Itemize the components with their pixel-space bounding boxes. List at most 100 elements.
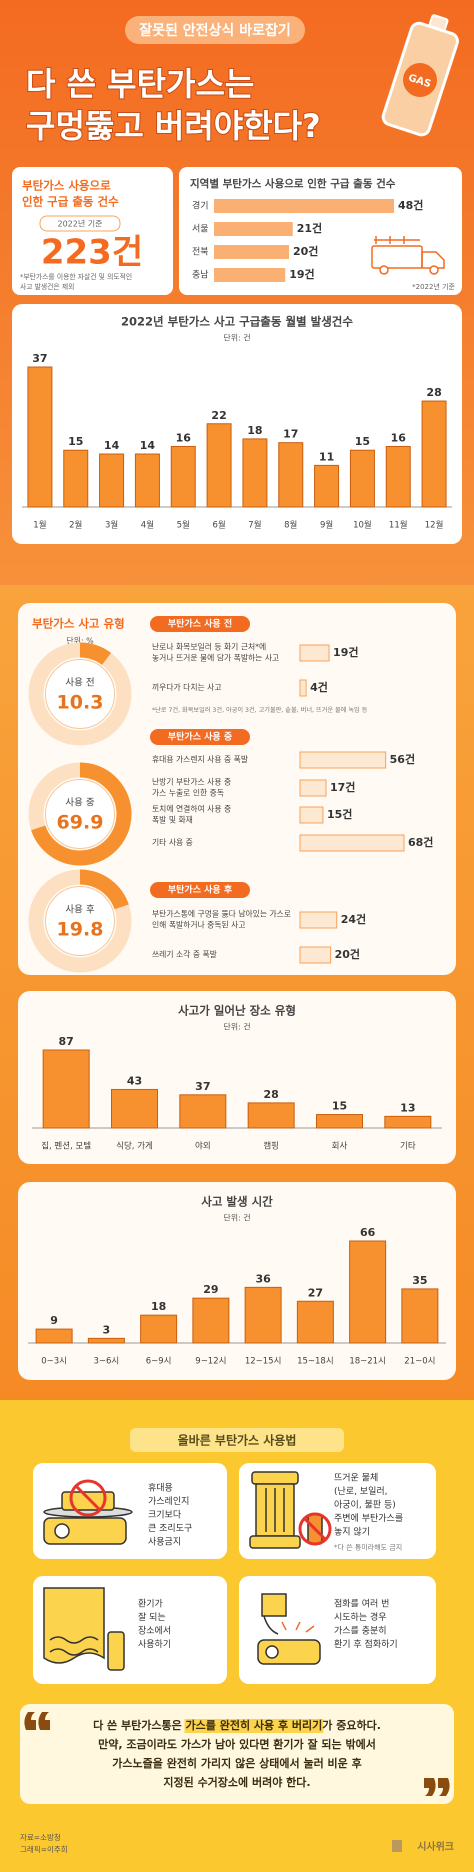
- unit-label: 단위: 건: [223, 333, 250, 343]
- bar: [179, 1094, 227, 1129]
- tip-text: 환기가: [138, 1598, 163, 1610]
- x-tick-label: 식당, 가게: [116, 1141, 153, 1152]
- tagline: 잘못된 안전상식 바로잡기: [139, 22, 290, 39]
- value-label: 15건: [327, 807, 352, 821]
- bar: [63, 449, 89, 508]
- value-label: 15: [332, 1100, 347, 1113]
- credit: 그래픽=이주희: [20, 1844, 68, 1854]
- x-tick-label: 1월: [33, 520, 46, 531]
- x-tick-label: 9월: [320, 520, 333, 531]
- category-label: 인해 폭발하거나 중독된 사고: [152, 920, 246, 930]
- tip-text: 가스를 충분히: [334, 1626, 387, 1637]
- highlight: [184, 1719, 324, 1733]
- chart-title: 2022년 부탄가스 사고 구급출동 월별 발생건수: [121, 315, 353, 329]
- x-tick-label: 5월: [177, 520, 190, 531]
- bar: [192, 1297, 230, 1344]
- tip-text: 크기보다: [148, 1510, 182, 1521]
- bar: [349, 449, 375, 508]
- x-tick-label: 2월: [69, 520, 82, 531]
- bar: [214, 245, 289, 259]
- category-label: 기타 사용 중: [152, 838, 193, 847]
- bar: [244, 1286, 282, 1344]
- summary-basis: 2022년 기준: [58, 219, 103, 229]
- value-label: 22: [211, 409, 226, 422]
- value-label: 43: [127, 1074, 142, 1087]
- quote-mark: [24, 1712, 50, 1730]
- unit-label: 단위: %: [66, 636, 94, 646]
- value-label: 27: [308, 1286, 323, 1299]
- bar: [299, 644, 330, 662]
- x-tick-label: 21~0시: [404, 1357, 435, 1367]
- summary-total: 223건: [41, 233, 143, 273]
- tip-text: 환기 후 점화하기: [334, 1638, 398, 1650]
- bar: [242, 438, 268, 508]
- tip-text: 가스레인지: [148, 1496, 189, 1507]
- bar: [299, 806, 324, 824]
- value-label: 20건: [293, 244, 318, 258]
- x-tick-label: 6~9시: [146, 1357, 172, 1367]
- x-tick-label: 0~3시: [41, 1357, 67, 1367]
- bar: [247, 1102, 295, 1129]
- category-label: 경기: [192, 200, 209, 212]
- bar: [299, 946, 332, 964]
- chart-note: *2022년 기준: [412, 282, 455, 291]
- summary-note: 사고 발생건은 제외: [20, 282, 74, 291]
- x-tick-label: 집, 펜션, 모텔: [41, 1141, 91, 1152]
- x-tick-label: 3~6시: [93, 1357, 119, 1367]
- donut-arc: [79, 869, 129, 910]
- summary-title: 인한 구급 출동 건수: [22, 195, 119, 209]
- x-tick-label: 12월: [425, 520, 444, 531]
- bar: [170, 445, 196, 508]
- value-label: 19건: [289, 267, 314, 281]
- group-header-bg: [150, 729, 250, 745]
- conclusion-text: 가 중요하다.: [322, 1718, 381, 1732]
- category-label: 놓거나 뜨거운 물에 담가 폭발하는 사고: [152, 653, 279, 663]
- bar: [384, 1115, 432, 1129]
- value-label: 16: [176, 431, 192, 444]
- tip-text: 사용하기: [138, 1639, 171, 1650]
- category-label: 부탄가스통에 구멍을 뚫다 남아있는 가스로: [152, 909, 291, 919]
- tip-illustration: [43, 1587, 125, 1671]
- category-label: 끼우다가 다치는 사고: [152, 683, 222, 692]
- basis-pill: [39, 215, 121, 232]
- title-line: 구멍뚫고 버려야한다?: [26, 107, 321, 145]
- x-tick-label: 회사: [332, 1142, 348, 1152]
- tips-title: 올바른 부탄가스 사용법: [178, 1433, 297, 1448]
- bar: [385, 445, 411, 508]
- bar: [99, 453, 125, 508]
- x-tick-label: 18~21시: [349, 1357, 386, 1367]
- donut-label: 사용 중: [65, 798, 94, 809]
- bar: [314, 464, 340, 508]
- bar: [134, 453, 160, 508]
- bar: [111, 1088, 158, 1129]
- gas-can-icon: GAS: [381, 14, 459, 137]
- category-label: 충남: [192, 270, 209, 281]
- bar: [214, 222, 293, 236]
- value-label: 3: [103, 1323, 111, 1336]
- bar: [35, 1328, 73, 1344]
- value-label: 24건: [341, 912, 366, 926]
- category-label: 토치에 연결하여 사용 중: [152, 804, 231, 814]
- tagline-pill: [125, 16, 305, 44]
- donut-arc: [31, 762, 132, 866]
- x-tick-label: 7월: [248, 520, 261, 531]
- summary-title: 부탄가스 사용으로: [22, 179, 111, 193]
- category-label: 쓰레기 소각 중 폭발: [152, 949, 217, 959]
- bar: [206, 423, 232, 508]
- value-label: 28: [264, 1088, 279, 1101]
- conclusion-card: [20, 1704, 454, 1804]
- group-note: *난로 7건, 화목보일러 3건, 아궁이 3건, 고기불판, 솥불, 버너, …: [152, 706, 368, 714]
- x-tick-label: 11월: [389, 520, 408, 531]
- donut-label: 사용 전: [65, 678, 94, 689]
- value-label: 21건: [297, 221, 322, 235]
- value-label: 37: [32, 352, 47, 365]
- value-label: 87: [59, 1035, 74, 1048]
- value-label: 17건: [330, 780, 355, 794]
- category-label: 전북: [192, 247, 209, 258]
- conclusion-line: 가스노즐을 완전히 가리지 않은 상태에서 눌러 비운 후: [112, 1756, 361, 1770]
- category-label: 가스 누출로 인한 중독: [152, 788, 224, 798]
- donut-arc: [79, 642, 112, 666]
- x-tick-label: 기타: [400, 1142, 416, 1152]
- tip-text: 뜨거운 물체: [334, 1473, 378, 1484]
